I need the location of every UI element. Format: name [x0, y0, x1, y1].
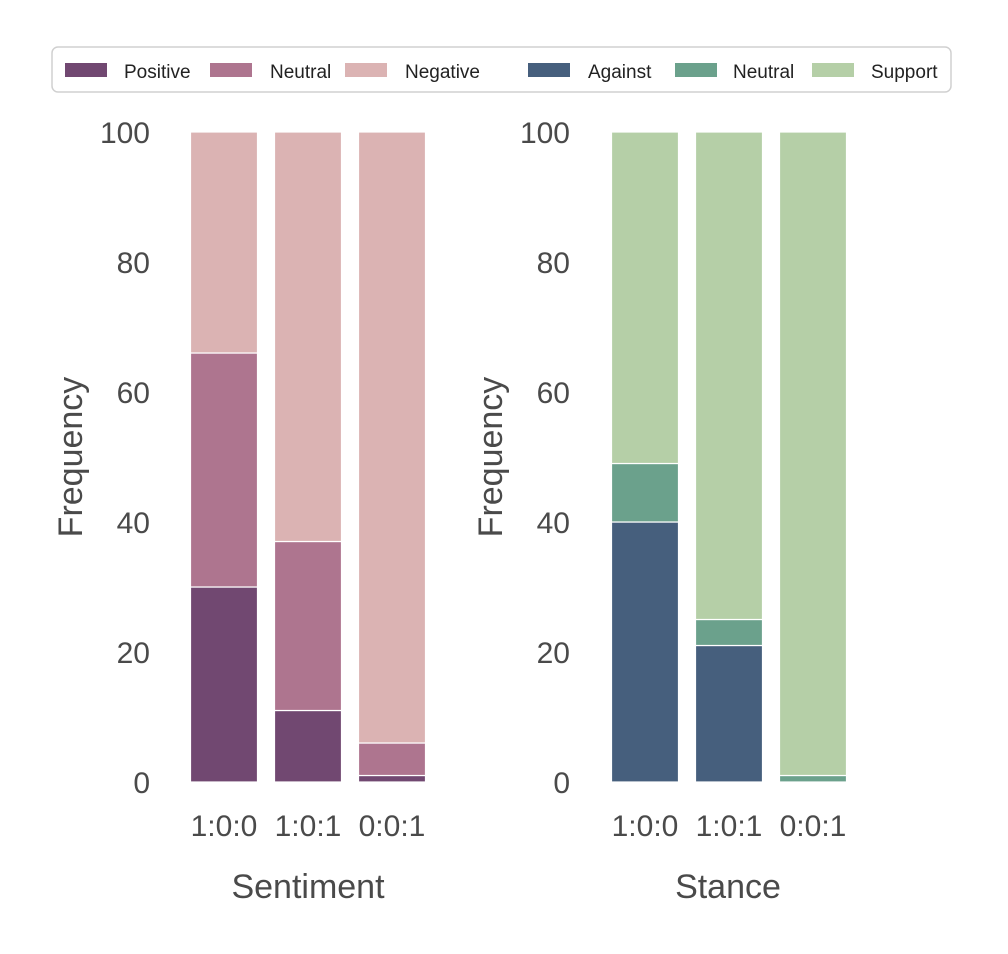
y-axis-label: Frequency	[52, 377, 90, 538]
legend-swatch-against	[528, 63, 570, 77]
legend-label-positive: Positive	[124, 62, 191, 83]
bar-segment-against	[610, 521, 680, 783]
legend-frame	[51, 46, 952, 93]
y-tick-label: 40	[117, 507, 150, 540]
bar-segment-neutral	[357, 742, 427, 777]
legend-swatch-support	[812, 63, 854, 77]
bar-segment-negative	[189, 131, 259, 354]
legend-swatch-neutral-stance	[675, 63, 717, 77]
y-tick-label: 80	[537, 247, 570, 280]
legend-label-negative: Negative	[405, 62, 480, 83]
bar-segment-neutral	[778, 774, 848, 783]
y-tick-label: 60	[117, 377, 150, 410]
legend-label-neutral-sentiment: Neutral	[270, 62, 331, 83]
bar-segment-neutral	[273, 540, 343, 712]
x-tick-label: 0:0:1	[359, 810, 426, 843]
bar-segment-neutral	[694, 618, 764, 647]
y-tick-label: 40	[537, 507, 570, 540]
bar-segment-neutral	[610, 462, 680, 523]
bar-segment-support	[694, 131, 764, 621]
y-tick-label: 0	[133, 767, 150, 800]
y-tick-label: 100	[100, 117, 150, 150]
x-tick-label: 1:0:1	[275, 810, 342, 843]
sentiment-chart: 0 20 40 60 80 100 Frequency 1:0:0 1:0:1 0:0:1 Sent…	[52, 117, 427, 906]
y-tick-label: 0	[553, 767, 570, 800]
bar-segment-positive	[189, 586, 259, 783]
stance-chart: 0 20 40 60 80 100 Frequency 1:0:0 1:0:1 0:0:1 Stan…	[472, 117, 848, 906]
x-tick-label: 1:0:1	[696, 810, 763, 843]
legend-swatch-negative	[345, 63, 387, 77]
x-axis-label: Sentiment	[231, 868, 385, 906]
bar-segment-support	[778, 131, 848, 777]
x-tick-label: 1:0:0	[191, 810, 258, 843]
legend-label-support: Support	[871, 62, 938, 83]
x-axis-label: Stance	[675, 868, 781, 906]
y-tick-label: 80	[117, 247, 150, 280]
y-tick-label: 60	[537, 377, 570, 410]
legend-swatch-neutral-sentiment	[210, 63, 252, 77]
bar-segment-against	[694, 644, 764, 783]
bar-segment-support	[610, 131, 680, 465]
y-tick-label: 100	[520, 117, 570, 150]
x-tick-label: 0:0:1	[780, 810, 847, 843]
y-axis-label: Frequency	[472, 377, 510, 538]
y-tick-label: 20	[537, 637, 570, 670]
y-tick-label: 20	[117, 637, 150, 670]
bar-segment-negative	[357, 131, 427, 744]
x-tick-label: 1:0:0	[612, 810, 679, 843]
legend-label-against: Against	[588, 62, 652, 83]
bar-segment-positive	[273, 709, 343, 783]
bar-segment-neutral	[189, 352, 259, 588]
legend-label-neutral-stance: Neutral	[733, 62, 794, 83]
bar-segment-positive	[357, 774, 427, 783]
bar-segment-negative	[273, 131, 343, 543]
legend: Positive Neutral Negative Against Neutra…	[51, 46, 952, 93]
legend-swatch-positive	[65, 63, 107, 77]
